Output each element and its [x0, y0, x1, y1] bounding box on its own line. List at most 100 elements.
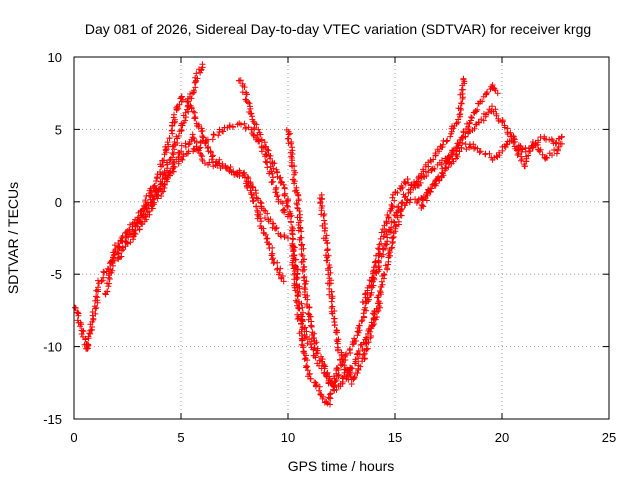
- data-point: [304, 340, 311, 347]
- data-point: [344, 366, 351, 373]
- data-point: [188, 95, 195, 102]
- data-point: [419, 202, 426, 209]
- data-point: [140, 211, 147, 218]
- x-tick-label: 15: [388, 430, 402, 445]
- data-point: [290, 236, 297, 243]
- data-point: [82, 336, 89, 343]
- data-point: [549, 137, 556, 144]
- data-point: [515, 150, 522, 157]
- data-point: [307, 375, 314, 382]
- data-point: [258, 148, 265, 155]
- data-point: [378, 278, 385, 285]
- data-point: [457, 91, 464, 98]
- data-point: [129, 226, 136, 233]
- data-point: [501, 122, 508, 129]
- data-point: [269, 170, 276, 177]
- data-point: [262, 153, 268, 160]
- data-point: [536, 148, 543, 155]
- data-point: [253, 121, 260, 128]
- data-point: [136, 226, 143, 233]
- data-point: [289, 163, 296, 170]
- data-point: [270, 255, 276, 262]
- y-tick-label: -5: [50, 267, 62, 282]
- data-point: [296, 219, 302, 226]
- data-point: [182, 109, 189, 116]
- data-point: [380, 271, 387, 277]
- data-point: [230, 168, 237, 175]
- data-point: [298, 341, 305, 348]
- data-point: [307, 341, 314, 348]
- data-point: [445, 164, 452, 171]
- data-point: [301, 266, 308, 273]
- data-point: [158, 193, 165, 199]
- data-point: [90, 316, 97, 323]
- data-point: [476, 119, 482, 126]
- data-point: [553, 139, 560, 146]
- data-point: [164, 161, 171, 168]
- y-tick-label: 5: [55, 122, 62, 137]
- data-point: [170, 168, 177, 175]
- data-point: [387, 227, 394, 233]
- data-point: [274, 192, 281, 199]
- data-point: [288, 153, 295, 160]
- data-point: [325, 271, 332, 278]
- data-point: [521, 163, 528, 170]
- data-point: [466, 120, 473, 127]
- data-point: [332, 378, 339, 385]
- data-point: [284, 202, 291, 209]
- data-point: [436, 148, 443, 155]
- data-point: [348, 381, 355, 387]
- data-point: [171, 164, 178, 170]
- data-point: [185, 141, 192, 148]
- data-point: [190, 135, 197, 142]
- data-point: [296, 305, 303, 312]
- data-point: [478, 116, 485, 123]
- data-point: [190, 108, 197, 115]
- data-point: [460, 75, 467, 82]
- data-point: [436, 177, 443, 184]
- data-point: [474, 106, 481, 113]
- plot-frame: [73, 56, 610, 420]
- data-point: [496, 149, 502, 156]
- data-point: [360, 351, 367, 358]
- data-point: [236, 77, 243, 84]
- data-point: [264, 210, 271, 217]
- data-point: [230, 124, 236, 131]
- data-point: [393, 209, 400, 216]
- data-point: [167, 172, 173, 179]
- data-point: [430, 156, 437, 163]
- data-point: [359, 299, 366, 306]
- data-point: [558, 133, 565, 140]
- data-point: [262, 231, 269, 238]
- data-point: [129, 234, 136, 240]
- data-point: [298, 228, 305, 235]
- data-point: [246, 100, 253, 107]
- data-point: [277, 265, 284, 272]
- y-tick-label: 0: [55, 195, 62, 210]
- data-point: [477, 148, 484, 155]
- data-point: [184, 98, 190, 105]
- data-point: [544, 154, 550, 161]
- data-point: [117, 237, 124, 244]
- data-point: [291, 284, 298, 291]
- data-point: [414, 182, 421, 189]
- y-tick-label: 10: [48, 50, 62, 65]
- data-point: [368, 282, 375, 289]
- data-point: [308, 323, 315, 330]
- data-point: [388, 245, 395, 252]
- data-point: [431, 166, 438, 172]
- data-point: [372, 258, 379, 265]
- data-point: [348, 365, 355, 372]
- data-point: [363, 336, 370, 342]
- data-point: [465, 129, 472, 136]
- data-point: [494, 90, 501, 97]
- data-point: [470, 141, 477, 148]
- data-point: [375, 294, 382, 301]
- data-point: [289, 261, 296, 268]
- data-point: [238, 121, 244, 128]
- data-point: [551, 147, 558, 153]
- data-point: [338, 352, 345, 359]
- data-point: [482, 151, 489, 158]
- data-point: [373, 305, 380, 312]
- data-point: [142, 199, 149, 205]
